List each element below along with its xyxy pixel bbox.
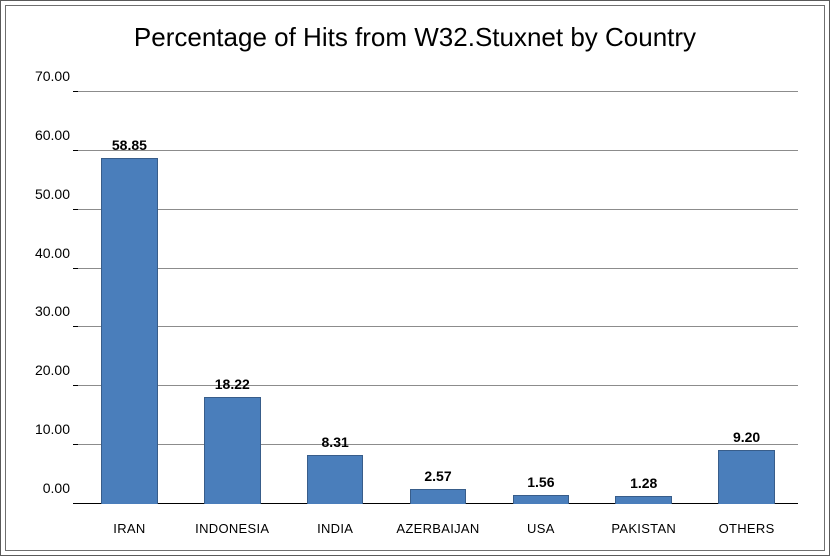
bar-slot: 18.22 xyxy=(181,92,284,504)
y-axis-label: 30.00 xyxy=(35,303,70,319)
x-axis-label: INDIA xyxy=(284,521,387,536)
x-axis-label: AZERBAIJAN xyxy=(387,521,490,536)
bar-slot: 8.31 xyxy=(284,92,387,504)
bar: 58.85 xyxy=(101,158,158,504)
bar: 8.31 xyxy=(307,455,364,504)
bar-value-label: 1.56 xyxy=(527,474,554,490)
bar-slot: 2.57 xyxy=(387,92,490,504)
x-axis-label: OTHERS xyxy=(695,521,798,536)
bar-slot: 9.20 xyxy=(695,92,798,504)
bar-value-label: 1.28 xyxy=(630,475,657,491)
x-axis-label: USA xyxy=(489,521,592,536)
y-axis-label: 50.00 xyxy=(35,186,70,202)
bar-value-label: 2.57 xyxy=(424,468,451,484)
x-axis-labels: IRANINDONESIAINDIAAZERBAIJANUSAPAKISTANO… xyxy=(78,521,798,536)
y-axis-label: 40.00 xyxy=(35,245,70,261)
y-axis-label: 20.00 xyxy=(35,362,70,378)
y-axis-label: 60.00 xyxy=(35,127,70,143)
bar-value-label: 58.85 xyxy=(112,137,147,153)
x-axis-label: INDONESIA xyxy=(181,521,284,536)
bar: 1.28 xyxy=(615,496,672,504)
bar: 9.20 xyxy=(718,450,775,504)
plot-area: 0.0010.0020.0030.0040.0050.0060.0070.00 … xyxy=(78,92,798,504)
y-axis-label: 0.00 xyxy=(43,480,70,496)
bar: 1.56 xyxy=(513,495,570,504)
bars-row: 58.85 18.22 8.31 2.57 1.56 1.28 9.20 xyxy=(78,92,798,504)
bar-slot: 58.85 xyxy=(78,92,181,504)
bar-value-label: 9.20 xyxy=(733,429,760,445)
bar-slot: 1.56 xyxy=(489,92,592,504)
x-axis-label: IRAN xyxy=(78,521,181,536)
bar-slot: 1.28 xyxy=(592,92,695,504)
chart-inner-border: Percentage of Hits from W32.Stuxnet by C… xyxy=(5,5,825,551)
bar-value-label: 18.22 xyxy=(215,376,250,392)
y-axis-label: 10.00 xyxy=(35,421,70,437)
chart-container: Percentage of Hits from W32.Stuxnet by C… xyxy=(0,0,830,556)
x-axis-label: PAKISTAN xyxy=(592,521,695,536)
y-axis-label: 70.00 xyxy=(35,68,70,84)
bar-value-label: 8.31 xyxy=(322,434,349,450)
bar: 18.22 xyxy=(204,397,261,504)
bar: 2.57 xyxy=(410,489,467,504)
chart-title: Percentage of Hits from W32.Stuxnet by C… xyxy=(6,22,824,53)
